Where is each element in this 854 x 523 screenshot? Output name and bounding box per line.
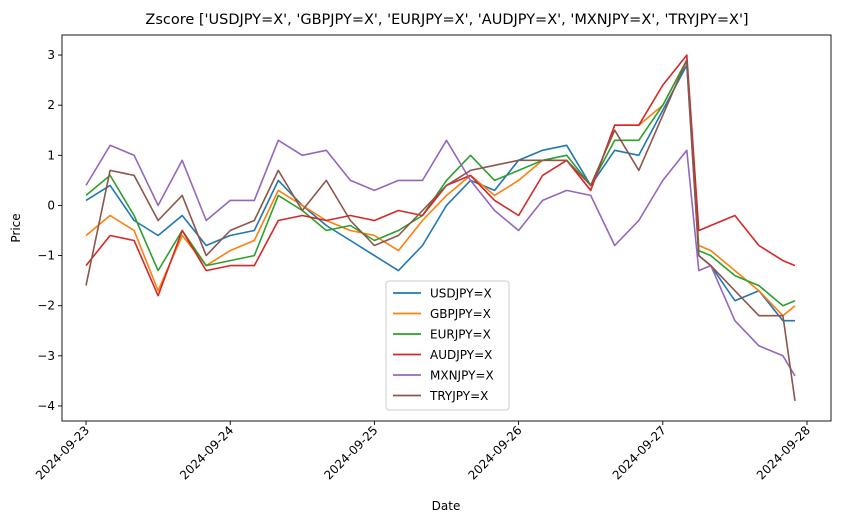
y-tick-label: 1 xyxy=(47,148,55,162)
y-axis: 3 2 1 0 −1 −2 −3 −4 xyxy=(37,48,62,413)
y-tick-label: −1 xyxy=(37,249,55,263)
legend-label: GBPJPY=X xyxy=(430,307,491,321)
y-tick-label: −3 xyxy=(37,349,55,363)
legend-label: EURJPY=X xyxy=(430,328,491,342)
y-tick-label: −4 xyxy=(37,399,55,413)
plot-frame xyxy=(61,34,832,422)
y-tick-label: 3 xyxy=(47,48,55,62)
legend-label: TRYJPY=X xyxy=(429,389,488,403)
x-axis-label: Date xyxy=(432,499,461,513)
series-line-mxnjpy xyxy=(85,139,796,377)
series-line-tryjpy xyxy=(85,59,796,402)
legend: USDJPY=X GBPJPY=X EURJPY=X AUDJPY=X MXNJPY=X… xyxy=(385,280,510,411)
legend-label: USDJPY=X xyxy=(430,287,492,301)
series-layer xyxy=(85,54,796,402)
chart-title: Zscore ['USDJPY=X', 'GBPJPY=X', 'EURJPY=… xyxy=(145,12,748,28)
y-tick-label: 2 xyxy=(47,98,55,112)
y-tick-label: 0 xyxy=(47,198,55,212)
legend-label: AUDJPY=X xyxy=(430,348,492,362)
legend-label: MXNJPY=X xyxy=(430,369,494,383)
y-tick-label: −2 xyxy=(37,299,55,313)
y-axis-label: Price xyxy=(9,213,23,242)
series-line-audjpy xyxy=(85,54,796,297)
